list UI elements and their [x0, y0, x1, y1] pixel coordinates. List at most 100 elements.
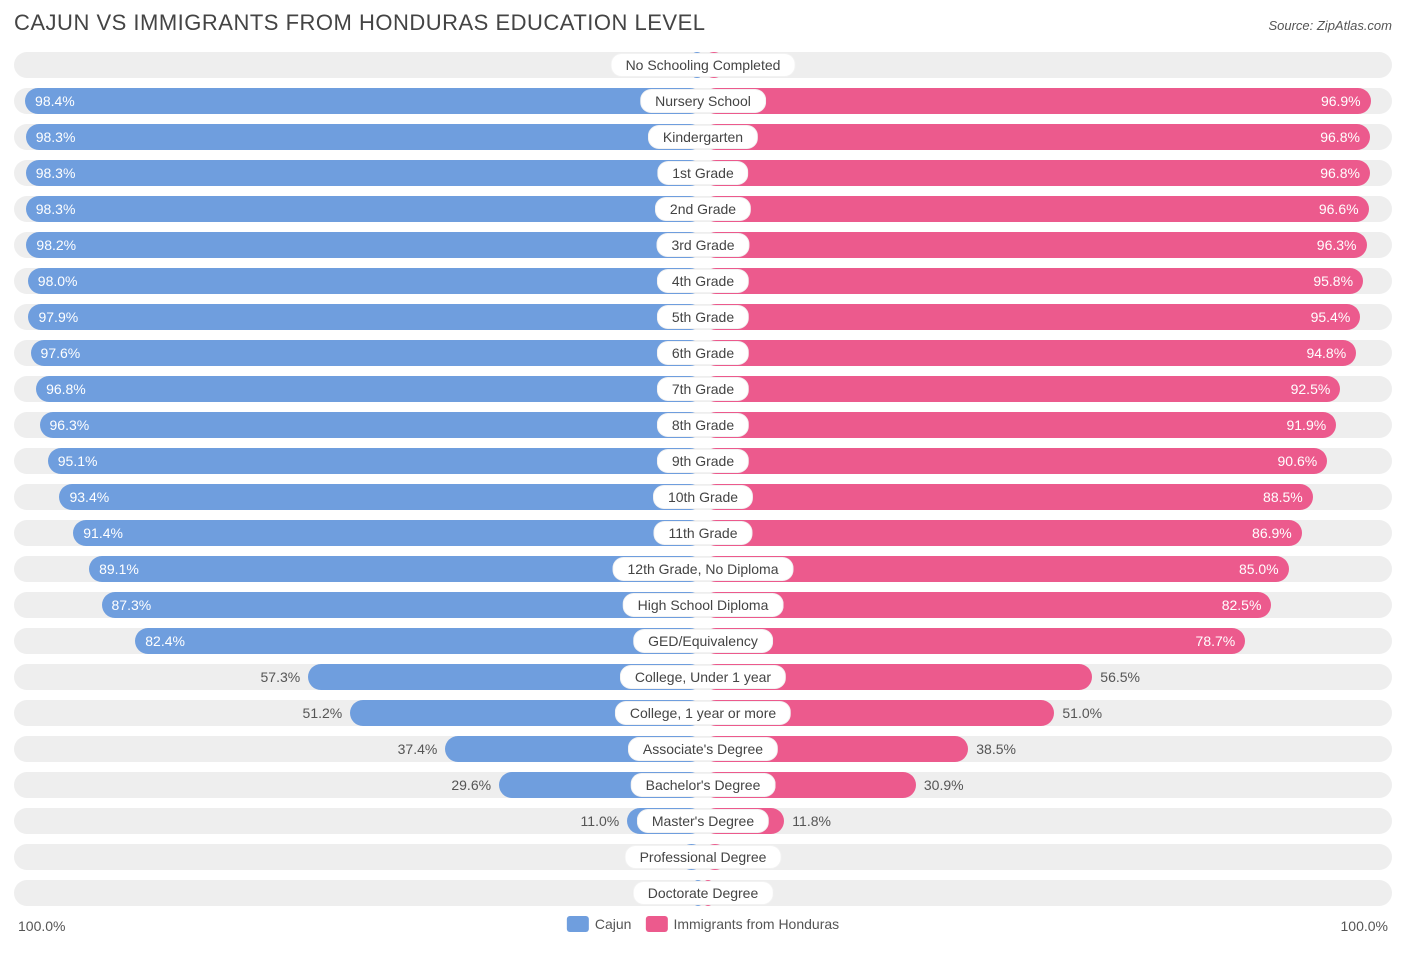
bar-left: 96.3%: [40, 412, 704, 438]
category-label: 3rd Grade: [656, 233, 749, 257]
bar-right: 96.6%: [703, 196, 1369, 222]
bar-right-value: 95.8%: [1313, 268, 1353, 294]
bar-right-value: 91.9%: [1286, 412, 1326, 438]
bar-right: 82.5%: [703, 592, 1271, 618]
bar-right-value: 86.9%: [1252, 520, 1292, 546]
chart-row: 89.1%85.0%12th Grade, No Diploma: [14, 556, 1392, 582]
source-prefix: Source:: [1268, 18, 1316, 33]
chart-row: 93.4% 88.5% 10th Grade: [14, 484, 1392, 510]
category-label: Master's Degree: [637, 809, 769, 833]
bar-right: 96.3%: [703, 232, 1367, 258]
legend-item-right: Immigrants from Honduras: [645, 916, 839, 932]
bar-left-value: 91.4%: [83, 520, 123, 546]
bar-left-value: 98.2%: [36, 232, 76, 258]
bar-right-value: 11.8%: [784, 808, 831, 834]
chart-row: 37.4%38.5%Associate's Degree: [14, 736, 1392, 762]
bar-left: 93.4%: [59, 484, 703, 510]
bar-left: 98.0%: [28, 268, 703, 294]
bar-left-value: 89.1%: [99, 556, 139, 582]
bar-right-value: 88.5%: [1263, 484, 1303, 510]
chart-row: 1.7%3.2%No Schooling Completed: [14, 52, 1392, 78]
chart-row: 3.4%3.5%Professional Degree: [14, 844, 1392, 870]
bar-right: 86.9%: [703, 520, 1302, 546]
category-label: 10th Grade: [653, 485, 753, 509]
category-label: 7th Grade: [657, 377, 749, 401]
bar-right: 96.8%: [703, 124, 1370, 150]
category-label: 1st Grade: [657, 161, 748, 185]
bar-right-value: 96.6%: [1319, 196, 1359, 222]
chart-row: 11.0% 11.8% Master's Degree: [14, 808, 1392, 834]
category-label: 11th Grade: [653, 521, 752, 545]
bar-right: 91.9%: [703, 412, 1336, 438]
chart-row: 82.4% 78.7%GED/Equivalency: [14, 628, 1392, 654]
bar-left: 89.1%: [89, 556, 703, 582]
bar-left-value: 98.3%: [36, 124, 76, 150]
legend-label-left: Cajun: [595, 916, 632, 932]
bar-left-value: 82.4%: [145, 628, 185, 654]
bar-left-value: 98.0%: [38, 268, 78, 294]
bar-right-value: 96.8%: [1320, 124, 1360, 150]
chart-row: 1.5%1.4%Doctorate Degree: [14, 880, 1392, 906]
bar-left: 98.3%: [26, 196, 703, 222]
bar-right-value: 96.3%: [1317, 232, 1357, 258]
chart-row: 87.3% 82.5% High School Diploma: [14, 592, 1392, 618]
chart-source: Source: ZipAtlas.com: [1268, 18, 1392, 33]
bar-left: 98.2%: [26, 232, 703, 258]
bar-right: 92.5%: [703, 376, 1340, 402]
chart-header: CAJUN VS IMMIGRANTS FROM HONDURAS EDUCAT…: [14, 10, 1392, 36]
bar-right: 78.7%: [703, 628, 1245, 654]
category-label: GED/Equivalency: [633, 629, 773, 653]
bar-left-value: 98.3%: [36, 160, 76, 186]
chart-row: 95.1%90.6%9th Grade: [14, 448, 1392, 474]
chart-row: 98.3% 96.6% 2nd Grade: [14, 196, 1392, 222]
axis-max-left: 100.0%: [18, 918, 65, 934]
bar-left: 98.4%: [25, 88, 703, 114]
bar-left-value: 87.3%: [112, 592, 152, 618]
category-label: High School Diploma: [623, 593, 784, 617]
legend-swatch-right: [645, 916, 667, 932]
bar-left-value: 29.6%: [451, 772, 499, 798]
bar-right: 90.6%: [703, 448, 1327, 474]
chart-row: 57.3%56.5%College, Under 1 year: [14, 664, 1392, 690]
bar-left: 97.9%: [28, 304, 703, 330]
category-label: 12th Grade, No Diploma: [613, 557, 794, 581]
bar-left: 82.4%: [135, 628, 703, 654]
category-label: Kindergarten: [648, 125, 758, 149]
legend: Cajun Immigrants from Honduras: [567, 916, 839, 932]
bar-right-value: 51.0%: [1054, 700, 1102, 726]
bar-left: 91.4%: [73, 520, 703, 546]
chart-row: 98.4%96.9%Nursery School: [14, 88, 1392, 114]
bar-left-value: 96.3%: [50, 412, 90, 438]
category-label: Bachelor's Degree: [631, 773, 776, 797]
bar-left-value: 98.4%: [35, 88, 75, 114]
chart-row: 97.6%94.8%6th Grade: [14, 340, 1392, 366]
bar-left: 87.3%: [102, 592, 703, 618]
category-label: College, Under 1 year: [620, 665, 786, 689]
bar-left-value: 11.0%: [581, 808, 628, 834]
bar-right-value: 90.6%: [1278, 448, 1318, 474]
bar-left-value: 97.6%: [41, 340, 81, 366]
bar-right-value: 92.5%: [1291, 376, 1331, 402]
chart-row: 96.8% 92.5% 7th Grade: [14, 376, 1392, 402]
bar-left: 97.6%: [31, 340, 703, 366]
category-label: College, 1 year or more: [615, 701, 791, 725]
bar-right: 95.4%: [703, 304, 1360, 330]
bar-right-value: 82.5%: [1222, 592, 1262, 618]
bar-left-value: 96.8%: [46, 376, 86, 402]
diverging-bar-chart: 1.7%3.2%No Schooling Completed 98.4%96.9%…: [14, 52, 1392, 906]
chart-row: 98.2% 96.3% 3rd Grade: [14, 232, 1392, 258]
legend-swatch-left: [567, 916, 589, 932]
category-label: No Schooling Completed: [611, 53, 796, 77]
bar-left: 98.3%: [26, 160, 703, 186]
chart-title: CAJUN VS IMMIGRANTS FROM HONDURAS EDUCAT…: [14, 10, 706, 36]
bar-right: 94.8%: [703, 340, 1356, 366]
bar-left-value: 95.1%: [58, 448, 98, 474]
chart-row: 97.9%95.4%5th Grade: [14, 304, 1392, 330]
category-label: 2nd Grade: [655, 197, 751, 221]
chart-row: 96.3%91.9%8th Grade: [14, 412, 1392, 438]
bar-left-value: 57.3%: [261, 664, 309, 690]
chart-row: 98.3% 96.8% Kindergarten: [14, 124, 1392, 150]
category-label: 4th Grade: [657, 269, 749, 293]
bar-right-value: 95.4%: [1311, 304, 1351, 330]
category-label: Professional Degree: [625, 845, 782, 869]
